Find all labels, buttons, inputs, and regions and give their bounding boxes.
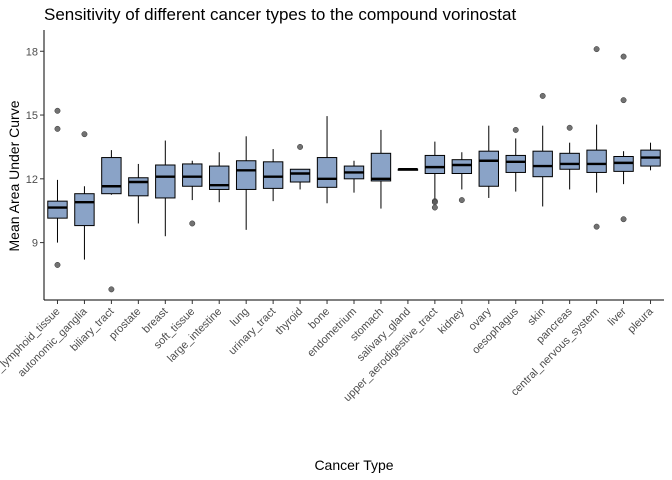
box <box>155 164 176 199</box>
outlier-point <box>108 286 115 293</box>
box <box>182 163 203 187</box>
box <box>424 154 446 175</box>
x-tick-label: pleura <box>626 305 657 336</box>
box <box>128 177 149 197</box>
outlier-point <box>54 107 61 114</box>
outlier-point <box>512 126 519 133</box>
outlier-point <box>620 216 627 223</box>
box <box>74 193 95 227</box>
y-tick-label: 18 <box>26 46 38 58</box>
box <box>451 159 473 175</box>
box <box>316 157 338 188</box>
y-tick-label: 15 <box>26 110 38 122</box>
box <box>505 154 526 173</box>
x-tick-label: lung <box>228 306 251 329</box>
outlier-point <box>54 261 61 268</box>
y-axis-title: Mean Area Under Curve <box>6 100 22 251</box>
outlier-point <box>81 131 88 138</box>
outlier-point <box>620 53 627 60</box>
box <box>47 200 68 219</box>
outlier-point <box>54 125 61 132</box>
box <box>532 150 553 178</box>
outlier-point <box>189 220 196 227</box>
outlier-point <box>593 223 600 230</box>
box <box>370 152 392 182</box>
x-tick-label: liver <box>606 305 629 328</box>
outlier-point <box>431 204 438 211</box>
x-tick-label: skin <box>525 306 547 328</box>
x-tick-label: kidney <box>436 305 467 336</box>
outlier-point <box>539 92 546 99</box>
y-tick-label: 12 <box>26 174 38 186</box>
box <box>478 150 499 187</box>
x-axis-title: Cancer Type <box>314 457 393 473</box>
x-tick-label: haematopoietic_and_lymphoid_tissue <box>0 306 63 445</box>
y-tick-label: 9 <box>32 238 38 250</box>
box <box>235 160 257 190</box>
plot-area: 9 12 15 18 haematopoietic_and_lymphoid_tissu… <box>0 30 664 444</box>
box <box>209 165 230 190</box>
box <box>262 161 284 189</box>
box <box>101 157 122 195</box>
outlier-point <box>297 143 304 150</box>
outlier-point <box>566 124 573 131</box>
box <box>559 152 580 170</box>
outlier-point <box>431 199 438 206</box>
box <box>289 168 311 183</box>
box <box>586 149 607 173</box>
outlier-point <box>593 46 600 53</box>
chart-title: Sensitivity of different cancer types to… <box>44 5 516 24</box>
x-tick-label: thyroid <box>273 306 305 338</box>
outlier-point <box>620 97 627 104</box>
outlier-point <box>458 197 465 204</box>
